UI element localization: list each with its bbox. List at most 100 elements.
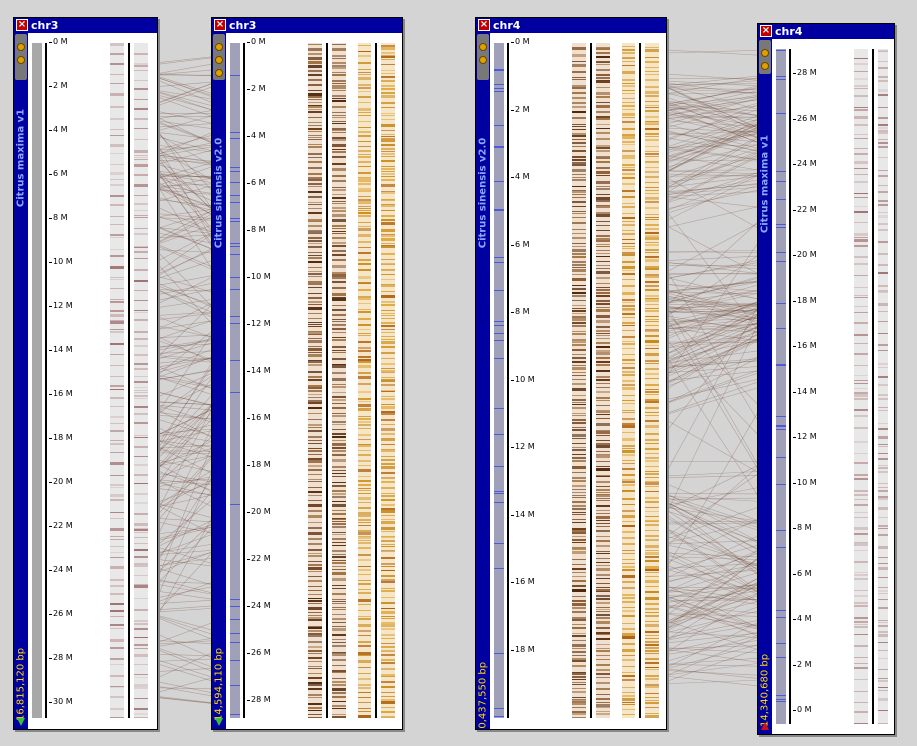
feature-stripe — [358, 418, 371, 420]
feature-stripe — [622, 270, 635, 272]
feature-stripe — [878, 516, 888, 518]
feature-stripe — [622, 340, 635, 342]
panel-titlebar[interactable]: × chr3 — [14, 18, 157, 33]
feature-stripe — [358, 176, 371, 178]
feature-stripe — [596, 621, 610, 624]
play-icon[interactable] — [17, 718, 25, 726]
feature-stripe — [110, 511, 124, 514]
gear-icon[interactable] — [17, 56, 25, 64]
feature-stripe — [358, 165, 371, 167]
feature-stripe — [645, 232, 659, 235]
gear-icon[interactable] — [17, 43, 25, 51]
feature-stripe — [596, 413, 610, 415]
close-icon[interactable]: × — [214, 19, 226, 31]
gear-icon[interactable] — [479, 43, 487, 51]
gear-icon[interactable] — [761, 49, 769, 57]
close-icon[interactable]: × — [478, 19, 490, 31]
feature-stripe — [134, 623, 148, 626]
feature-stripe — [645, 520, 659, 521]
feature-stripe — [134, 311, 148, 313]
gear-icon[interactable] — [479, 56, 487, 64]
overview-mark — [494, 339, 504, 341]
play-icon[interactable] — [215, 718, 223, 726]
chromosome-panel-chr4-citrus-sinensis[interactable]: × chr4 Citrus sinensis v2.0 10,437,550 b… — [475, 17, 667, 730]
feature-stripe — [572, 342, 586, 344]
feature-stripe — [854, 274, 868, 276]
feature-stripe — [332, 541, 346, 544]
feature-stripe — [854, 57, 868, 59]
feature-stripe — [572, 595, 586, 597]
feature-stripe — [645, 249, 659, 251]
feature-stripe — [596, 489, 610, 492]
gear-icon[interactable] — [761, 62, 769, 70]
feature-stripe — [878, 464, 888, 466]
feature-stripe — [854, 108, 868, 111]
feature-stripe — [645, 575, 659, 578]
feature-stripe — [596, 80, 610, 81]
gear-icon[interactable] — [215, 43, 223, 51]
feature-stripe — [381, 574, 395, 578]
feature-stripe — [308, 439, 322, 441]
feature-stripe — [645, 515, 659, 518]
feature-stripe — [308, 53, 322, 55]
reverse-icon[interactable] — [761, 722, 769, 730]
feature-stripe — [854, 489, 868, 492]
feature-stripe — [622, 206, 635, 209]
feature-stripe — [622, 229, 635, 232]
feature-stripe — [381, 589, 395, 593]
feature-stripe — [572, 488, 586, 490]
feature-stripe — [332, 549, 346, 553]
feature-stripe — [622, 358, 635, 361]
feature-stripe — [854, 701, 868, 704]
feature-stripe — [332, 704, 346, 707]
feature-stripe — [332, 562, 346, 564]
chromosome-panel-chr3-citrus-sinensis[interactable]: × chr3 Citrus sinensis v2.0 14,594,110 b… — [211, 17, 403, 730]
feature-stripe — [854, 222, 868, 223]
overview-mark — [776, 415, 786, 417]
feature-stripe — [308, 460, 322, 463]
feature-stripe — [381, 596, 395, 598]
feature-stripe — [622, 336, 635, 339]
feature-stripe — [332, 128, 346, 130]
feature-stripe — [596, 526, 610, 528]
axis-tick-label: 8 M — [511, 307, 530, 316]
feature-stripe — [308, 649, 322, 652]
feature-stripe — [572, 399, 586, 402]
feature-stripe — [308, 586, 322, 588]
feature-stripe — [381, 45, 395, 46]
feature-stripe — [381, 637, 395, 639]
gear-icon[interactable] — [215, 69, 223, 77]
panel-titlebar[interactable]: × chr4 — [476, 18, 666, 33]
feature-stripe — [596, 504, 610, 508]
feature-stripe — [572, 249, 586, 252]
panel-titlebar[interactable]: × chr3 — [212, 18, 402, 33]
feature-stripe — [878, 169, 888, 171]
chromosome-panel-chr3-citrus-maxima[interactable]: × chr3 Citrus maxima v1 16,815,120 bp 0 … — [13, 17, 158, 730]
panel-titlebar[interactable]: × chr4 — [758, 24, 894, 39]
feature-stripe — [110, 451, 124, 454]
chromosome-panel-chr4-citrus-maxima[interactable]: × chr4 Citrus maxima v1 14,340,680 bp 28… — [757, 23, 895, 735]
feature-stripe — [572, 710, 586, 713]
feature-stripe — [622, 329, 635, 332]
feature-stripe — [645, 297, 659, 299]
feature-stripe — [622, 411, 635, 413]
feature-stripe — [134, 664, 148, 665]
close-icon[interactable]: × — [760, 25, 772, 37]
close-icon[interactable]: × — [16, 19, 28, 31]
feature-stripe — [645, 234, 659, 238]
overview-mark — [494, 653, 504, 655]
feature-stripe — [596, 460, 610, 462]
feature-stripe — [854, 256, 868, 259]
feature-stripe — [572, 212, 586, 214]
feature-stripe — [596, 602, 610, 604]
feature-stripe — [572, 299, 586, 301]
feature-stripe — [308, 364, 322, 367]
feature-stripe — [645, 684, 659, 687]
feature-stripe — [878, 124, 888, 126]
feature-stripe — [358, 565, 371, 568]
feature-stripe — [381, 391, 395, 392]
feature-stripe — [622, 313, 635, 316]
feature-stripe — [308, 706, 322, 709]
feature-stripe — [134, 437, 148, 439]
gear-icon[interactable] — [215, 56, 223, 64]
